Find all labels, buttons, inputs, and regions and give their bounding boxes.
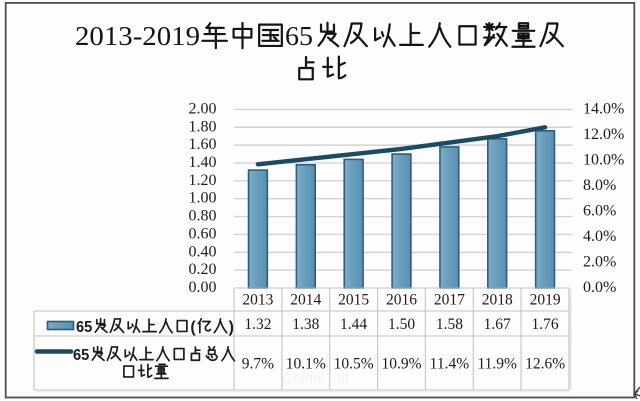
svg-text:2019: 2019 xyxy=(530,292,561,309)
svg-text:11.4%: 11.4% xyxy=(430,356,470,373)
svg-text:65: 65 xyxy=(76,319,92,336)
svg-text:1.00: 1.00 xyxy=(189,190,217,207)
svg-text:2017: 2017 xyxy=(434,292,465,309)
svg-text:0.80: 0.80 xyxy=(189,208,217,225)
svg-text:8.0%: 8.0% xyxy=(583,177,616,194)
svg-text:2014: 2014 xyxy=(290,292,321,309)
svg-text:0.20: 0.20 xyxy=(189,261,217,278)
svg-text:65: 65 xyxy=(73,347,89,364)
svg-text:10.9%: 10.9% xyxy=(381,356,421,373)
svg-text:2018: 2018 xyxy=(482,292,513,309)
svg-text:0.60: 0.60 xyxy=(189,225,217,242)
svg-text:11.9%: 11.9% xyxy=(477,356,517,373)
svg-text:1.58: 1.58 xyxy=(436,316,463,333)
svg-text:2013: 2013 xyxy=(242,292,273,309)
svg-text:12.0%: 12.0% xyxy=(583,126,624,143)
svg-text:0.0%: 0.0% xyxy=(583,279,616,296)
svg-text:1.67: 1.67 xyxy=(484,316,511,333)
svg-text:1.32: 1.32 xyxy=(244,316,271,333)
svg-text:2015: 2015 xyxy=(338,292,369,309)
svg-text:65: 65 xyxy=(285,21,313,51)
svg-text:10.0%: 10.0% xyxy=(583,151,624,168)
svg-text:0.00: 0.00 xyxy=(189,279,217,296)
svg-text:Caidix ·ui: Caidix ·ui xyxy=(282,370,349,387)
svg-text:): ) xyxy=(229,319,234,336)
svg-text:2016: 2016 xyxy=(386,292,417,309)
svg-text:1.60: 1.60 xyxy=(189,136,217,153)
svg-text:(: ( xyxy=(190,319,196,336)
svg-text:1.38: 1.38 xyxy=(292,316,319,333)
svg-text:1.50: 1.50 xyxy=(388,316,415,333)
svg-text:2.00: 2.00 xyxy=(189,100,217,117)
svg-text:2013-2019: 2013-2019 xyxy=(75,21,200,51)
svg-text:10.5%: 10.5% xyxy=(334,356,374,373)
svg-text:12.6%: 12.6% xyxy=(525,356,565,373)
svg-text:1.20: 1.20 xyxy=(189,172,217,189)
svg-text:1.76: 1.76 xyxy=(532,316,559,333)
svg-text:9.7%: 9.7% xyxy=(242,356,274,373)
svg-text:6.0%: 6.0% xyxy=(583,203,616,220)
svg-text:1.80: 1.80 xyxy=(189,118,217,135)
svg-text:14.0%: 14.0% xyxy=(583,100,624,117)
svg-text:1.40: 1.40 xyxy=(189,154,217,171)
svg-text:1.44: 1.44 xyxy=(340,316,367,333)
svg-text:10.1%: 10.1% xyxy=(286,356,326,373)
svg-text:4.0%: 4.0% xyxy=(583,228,616,245)
svg-text:0.40: 0.40 xyxy=(189,243,217,260)
svg-text:2.0%: 2.0% xyxy=(583,254,616,271)
